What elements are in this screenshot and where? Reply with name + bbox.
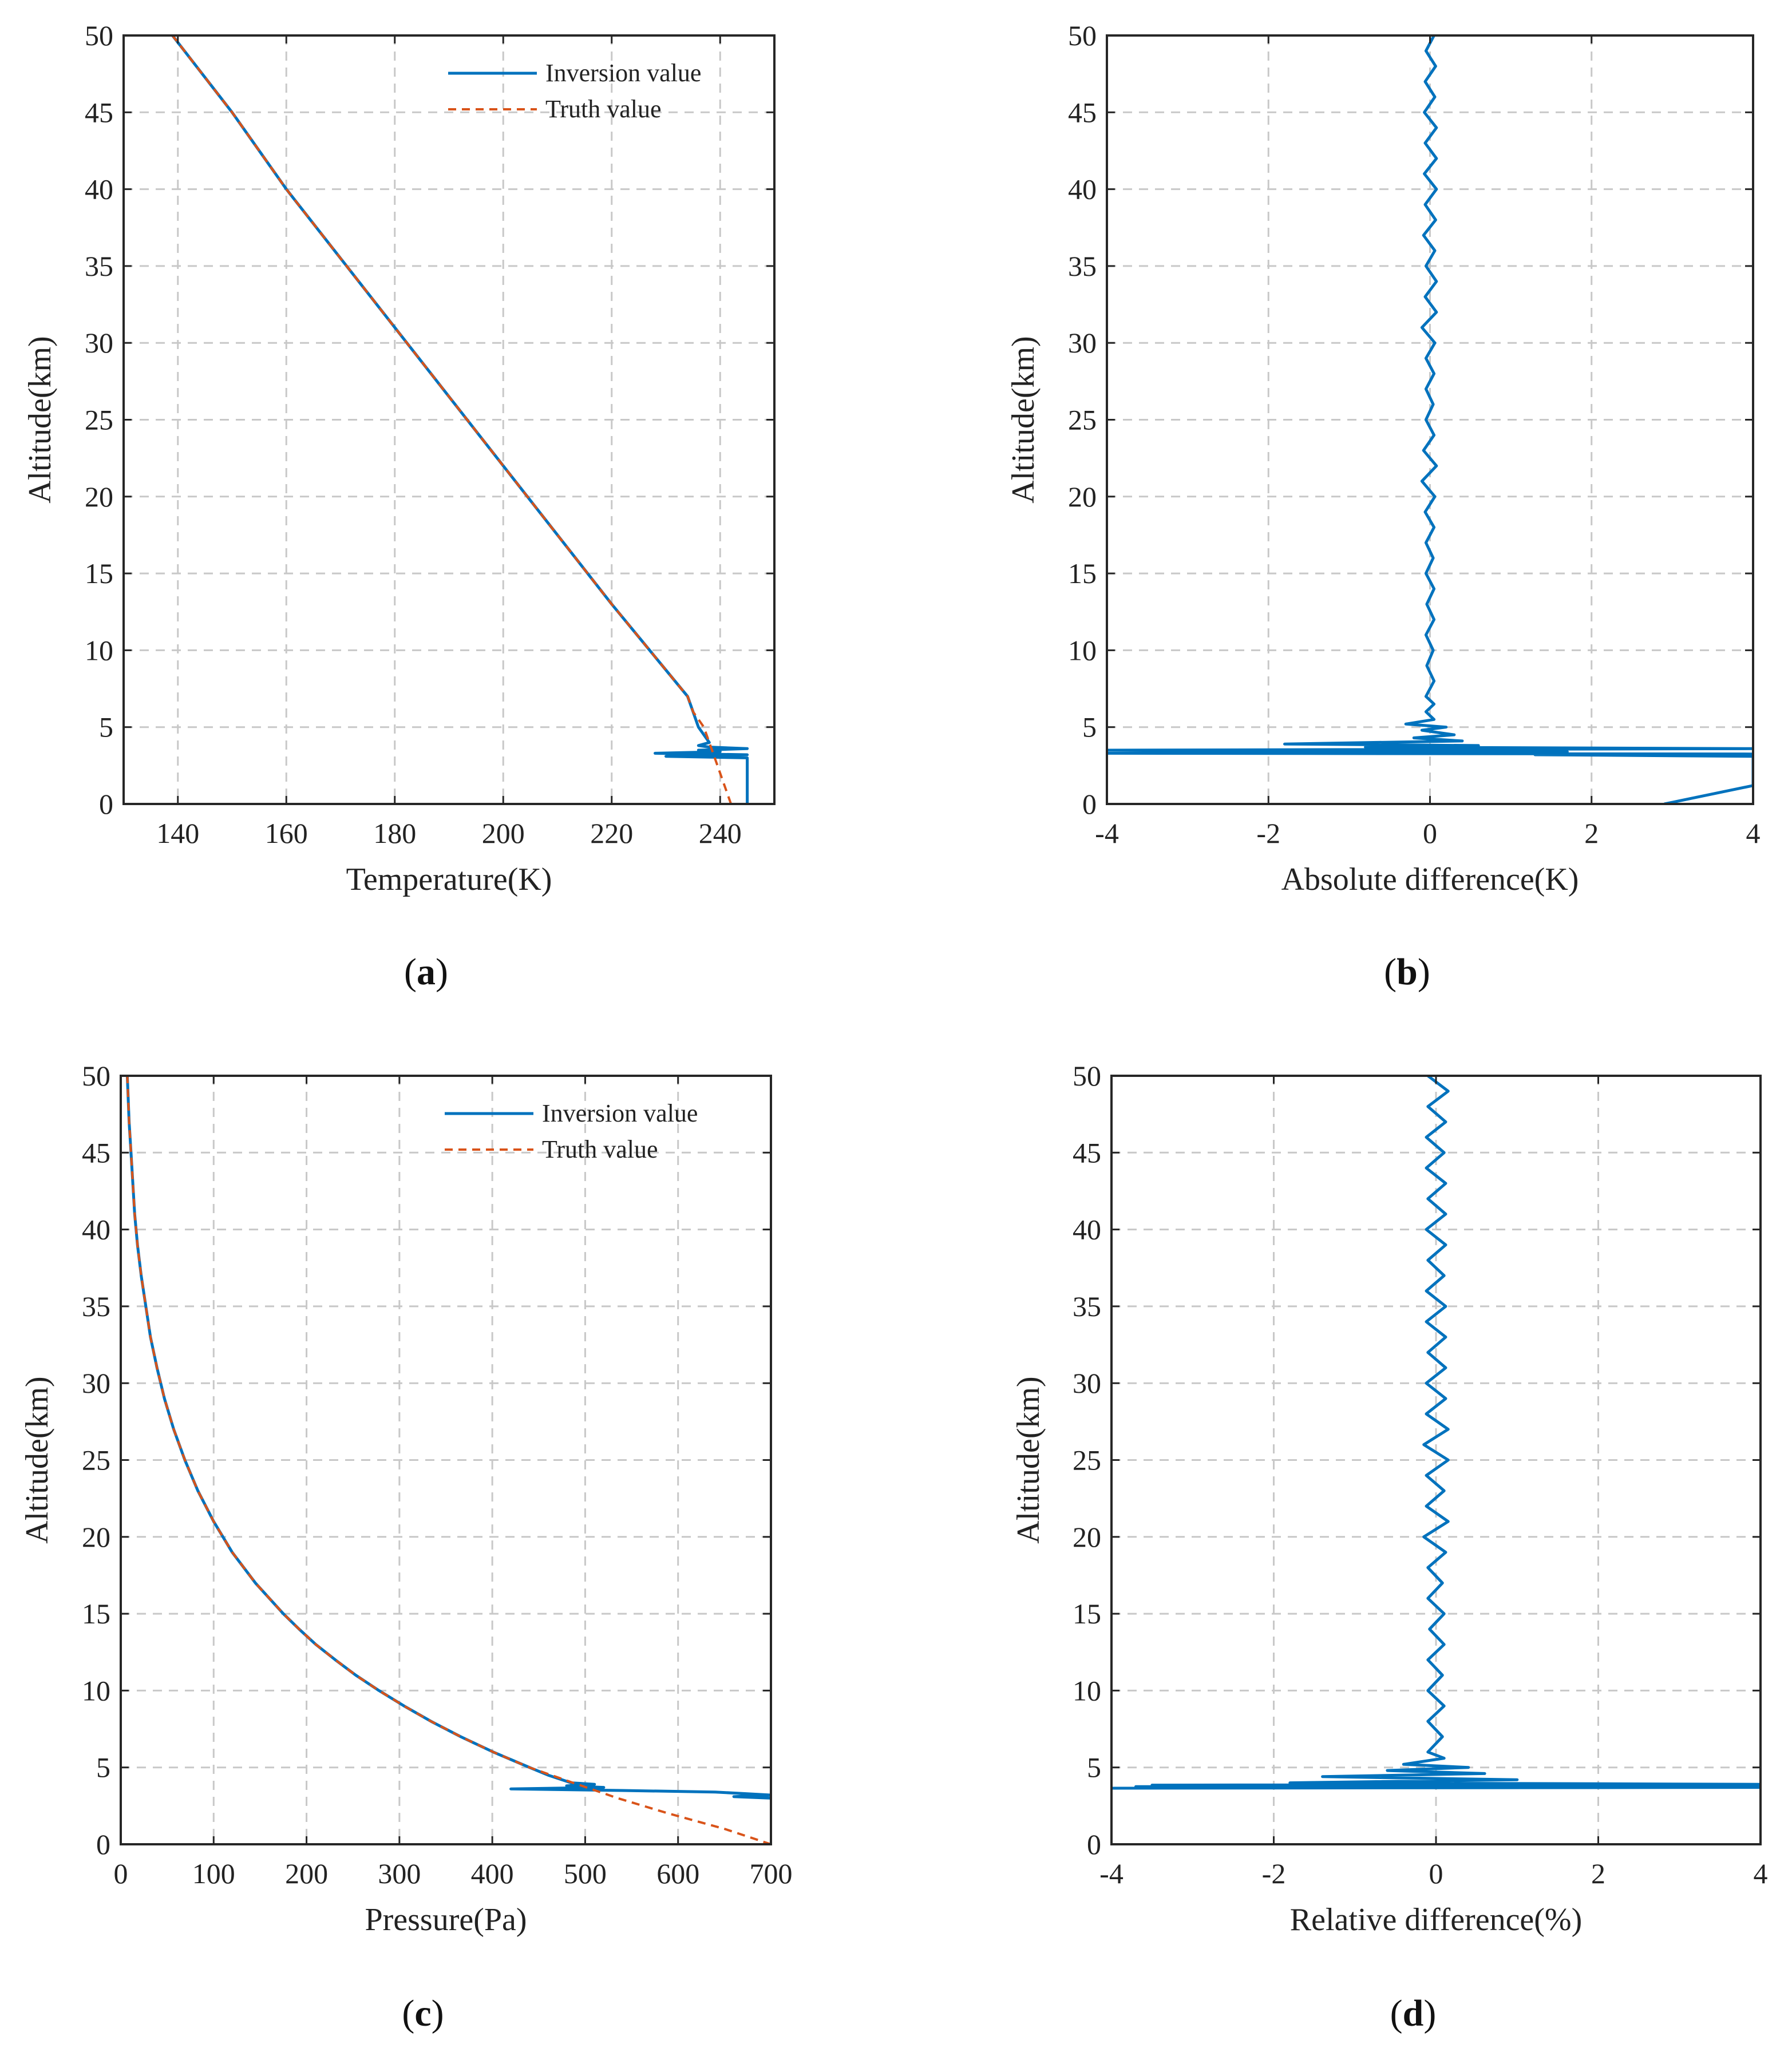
x-tick-label: 200	[482, 817, 525, 849]
x-tick-label: 2	[1591, 1857, 1605, 1889]
y-tick-label: 40	[1073, 1214, 1101, 1246]
y-tick-label: 20	[1068, 481, 1097, 513]
y-tick-label: 50	[85, 19, 113, 52]
y-tick-label: 30	[82, 1367, 110, 1399]
legend-truth-label: Truth value	[545, 95, 662, 123]
x-tick-label: 0	[114, 1857, 128, 1889]
panel-a-temperature: 140 160 180 200 220 240 0 5 10 15 20 25 30 35 40 45 50 Te…	[22, 19, 776, 993]
x-tick-label: 100	[192, 1857, 235, 1889]
x-tick-label: 160	[265, 817, 308, 849]
y-tick-label: 40	[1068, 173, 1097, 205]
y-tick-label: 45	[85, 96, 113, 128]
series-group	[1111, 1076, 1761, 1790]
y-tick-label: 0	[1082, 788, 1097, 820]
x-tick-label: -4	[1099, 1857, 1124, 1889]
panel-caption: (a)	[404, 951, 448, 993]
x-axis-label: Temperature(K)	[346, 862, 552, 897]
y-tick-label: 45	[1073, 1136, 1101, 1168]
y-tick-label: 30	[1068, 327, 1097, 359]
y-tick-label: 15	[1068, 557, 1097, 589]
y-tick-label: 15	[82, 1598, 110, 1630]
legend-inversion-label: Inversion value	[545, 59, 701, 87]
x-tick-label: 2	[1584, 817, 1599, 849]
x-tick-label: 4	[1754, 1857, 1768, 1889]
x-axis-label: Relative difference(%)	[1290, 1902, 1582, 1938]
y-axis-label: Altitude(km)	[1006, 336, 1041, 503]
x-tick-label: 4	[1746, 817, 1761, 849]
truth-value-line	[126, 1076, 771, 1844]
y-tick-label: 15	[85, 557, 113, 589]
x-tick-label: 220	[590, 817, 633, 849]
x-tick-label: 0	[1423, 817, 1437, 849]
y-axis-label: Altitude(km)	[19, 1376, 55, 1543]
y-tick-label: 35	[1073, 1290, 1101, 1322]
x-tick-label: 500	[564, 1857, 607, 1889]
x-tick-label: 0	[1429, 1857, 1443, 1889]
panel-caption: (b)	[1384, 951, 1430, 993]
x-tick-label: 180	[373, 817, 416, 849]
x-tick-label: -4	[1095, 817, 1119, 849]
x-tick-label: 300	[378, 1857, 421, 1889]
y-tick-label: 0	[96, 1828, 110, 1860]
x-axis-label: Absolute difference(K)	[1281, 862, 1579, 897]
y-tick-label: 50	[1073, 1060, 1101, 1092]
y-tick-label: 20	[82, 1521, 110, 1553]
x-tick-label: 140	[156, 817, 199, 849]
panel-c-pressure: 0 100 200 300 400 500 600 700 0 5 10 15 20 25 30 35 40 45…	[19, 1060, 793, 2034]
series-group	[125, 1076, 771, 1844]
difference-line	[1111, 1076, 1761, 1790]
y-tick-label: 5	[1082, 711, 1097, 743]
y-tick-label: 15	[1073, 1598, 1101, 1630]
y-tick-label: 20	[85, 481, 113, 513]
series-group	[171, 35, 749, 804]
y-tick-label: 35	[82, 1290, 110, 1322]
x-tick-label: 400	[471, 1857, 514, 1889]
y-tick-label: 5	[99, 711, 113, 743]
y-tick-label: 50	[1068, 19, 1097, 52]
y-tick-label: 10	[82, 1674, 110, 1706]
y-tick-label: 40	[82, 1214, 110, 1246]
x-axis-label: Pressure(Pa)	[365, 1902, 527, 1938]
panel-caption: (d)	[1390, 1992, 1437, 2034]
x-tick-label: 600	[656, 1857, 699, 1889]
y-axis-label: Altitude(km)	[1011, 1376, 1046, 1543]
y-tick-label: 40	[85, 173, 113, 205]
y-tick-label: 45	[1068, 96, 1097, 128]
legend-truth-label: Truth value	[542, 1135, 658, 1163]
y-tick-label: 0	[1087, 1828, 1101, 1860]
x-tick-label: -2	[1262, 1857, 1286, 1889]
y-tick-label: 10	[1073, 1674, 1101, 1706]
series-group	[1107, 35, 1753, 804]
y-tick-label: 25	[82, 1444, 110, 1476]
panel-caption: (c)	[402, 1992, 444, 2034]
y-tick-label: 50	[82, 1060, 110, 1092]
y-tick-label: 5	[96, 1752, 110, 1784]
x-tick-label: 240	[699, 817, 742, 849]
x-tick-label: -2	[1256, 817, 1280, 849]
x-tick-label: 200	[285, 1857, 328, 1889]
y-tick-label: 35	[85, 250, 113, 282]
y-tick-label: 10	[1068, 634, 1097, 666]
y-tick-label: 30	[85, 327, 113, 359]
y-axis-label: Altitude(km)	[22, 336, 58, 503]
difference-line	[1107, 35, 1753, 804]
y-tick-label: 45	[82, 1136, 110, 1168]
y-tick-label: 5	[1087, 1752, 1101, 1784]
x-tick-label: 700	[750, 1857, 793, 1889]
y-tick-label: 25	[1073, 1444, 1101, 1476]
y-tick-label: 25	[85, 404, 113, 436]
y-tick-label: 0	[99, 788, 113, 820]
truth-value-line	[171, 35, 733, 804]
y-tick-label: 35	[1068, 250, 1097, 282]
y-tick-label: 30	[1073, 1367, 1101, 1399]
y-tick-label: 20	[1073, 1521, 1101, 1553]
y-tick-label: 10	[85, 634, 113, 666]
y-tick-label: 25	[1068, 404, 1097, 436]
legend-inversion-label: Inversion value	[542, 1099, 698, 1127]
